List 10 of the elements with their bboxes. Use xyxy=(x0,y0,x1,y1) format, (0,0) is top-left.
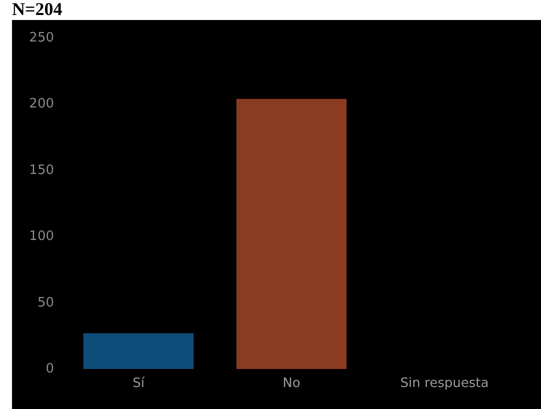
y-tick-label: 100 xyxy=(29,229,54,244)
x-tick-label: No xyxy=(282,376,300,391)
y-tick-label: 250 xyxy=(29,30,54,46)
y-tick-label: 150 xyxy=(29,162,54,178)
chart-title: N=204 xyxy=(12,0,62,19)
x-tick-label: Sin respuesta xyxy=(400,376,489,391)
x-tick-label: Sí xyxy=(132,376,145,391)
y-tick-label: 0 xyxy=(46,362,54,376)
y-tick-label: 50 xyxy=(37,295,54,310)
y-tick-label: 200 xyxy=(29,96,54,112)
